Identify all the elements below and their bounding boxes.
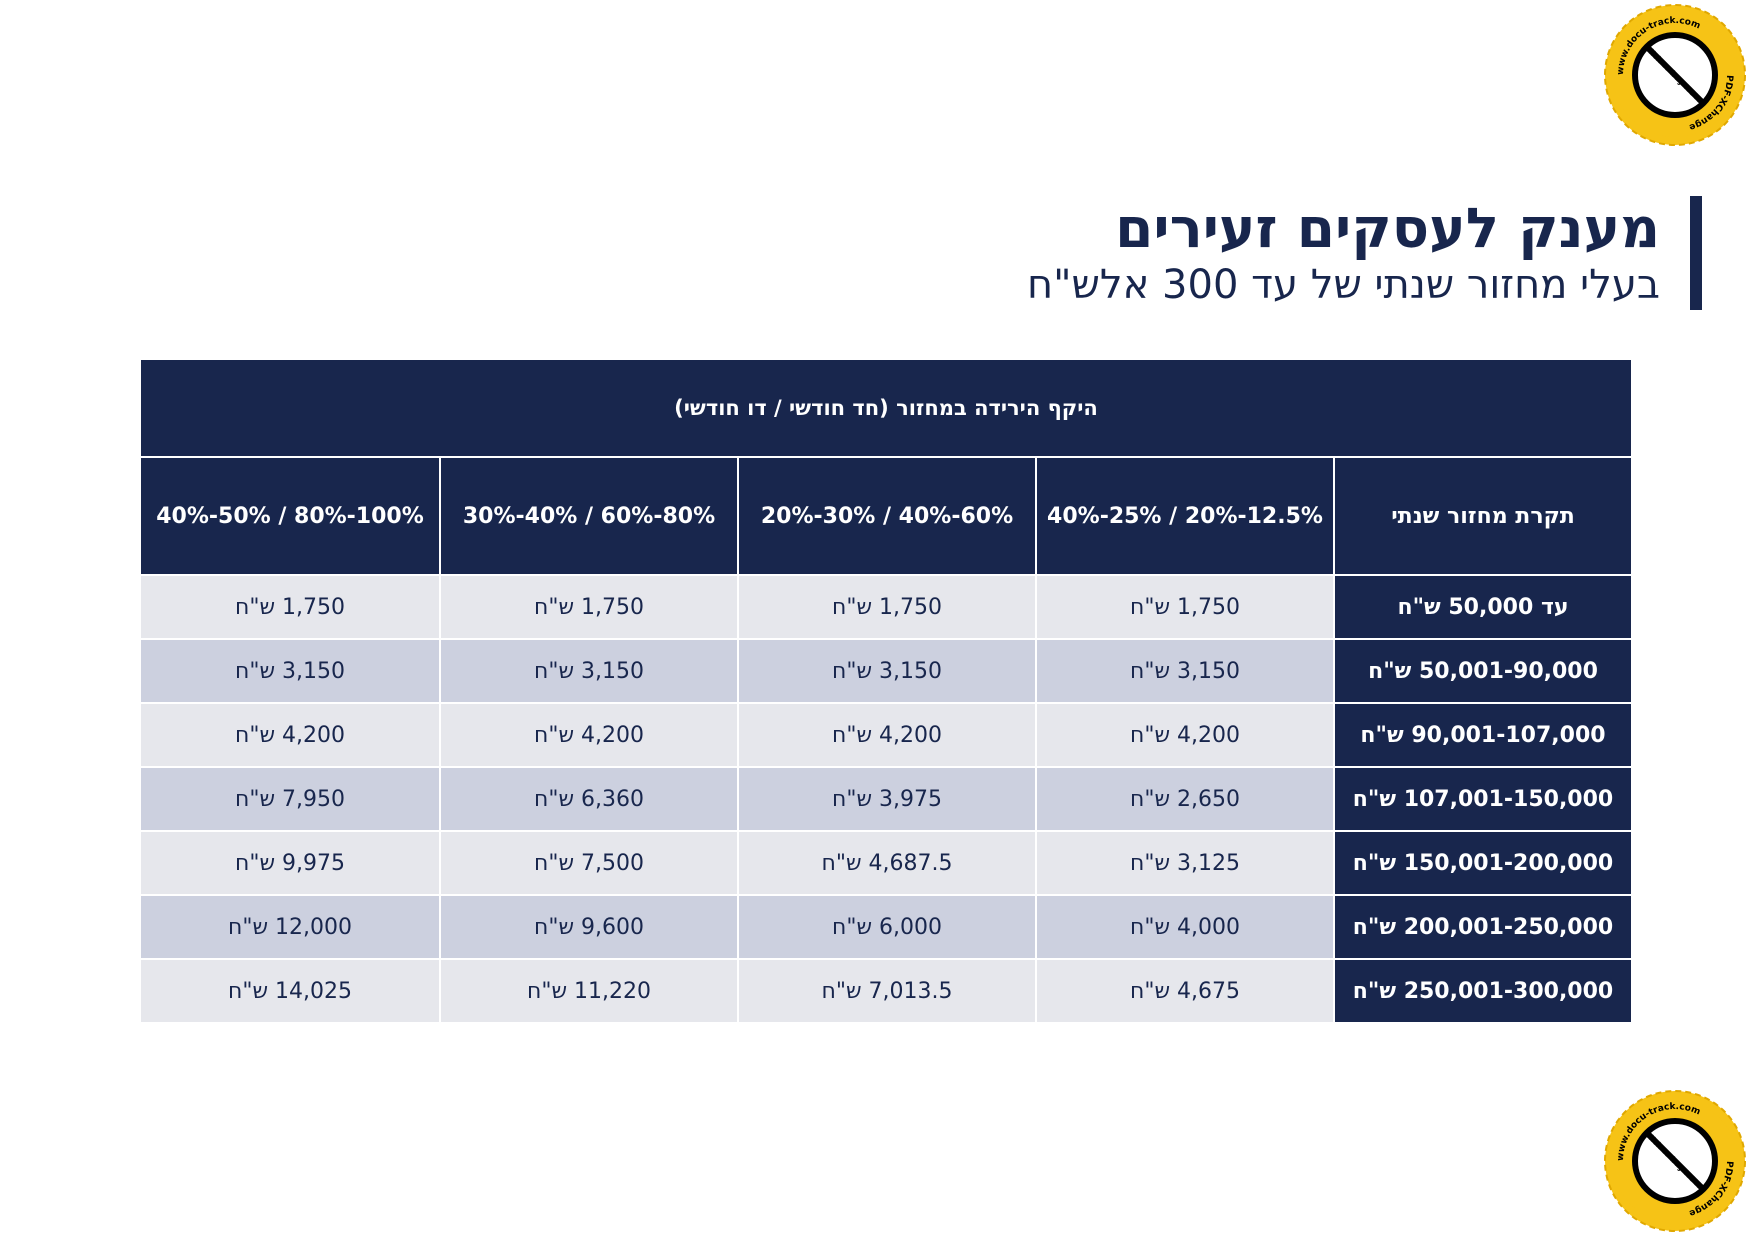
table-row: 50,001-90,000 ש"ח 3,150 ש"ח 3,150 ש"ח 3,… [139, 638, 1633, 704]
table-cell: 4,000 ש"ח [1035, 894, 1335, 960]
row-label: 150,001-200,000 ש"ח [1333, 830, 1633, 896]
table-cell: 3,150 ש"ח [139, 638, 441, 704]
column-header: 30%-40% / 60%-80% [439, 456, 739, 576]
table-cell: 9,975 ש"ח [139, 830, 441, 896]
column-header: 40%-25% / 20%-12.5% [1035, 456, 1335, 576]
table-cell: 7,013.5 ש"ח [737, 958, 1037, 1024]
table-row: עד 50,000 ש"ח 1,750 ש"ח 1,750 ש"ח 1,750 … [139, 574, 1633, 640]
table-cell: 3,150 ש"ח [439, 638, 739, 704]
column-header: 40%-50% / 80%-100% [139, 456, 441, 576]
row-label: עד 50,000 ש"ח [1333, 574, 1633, 640]
table-cell: 3,125 ש"ח [1035, 830, 1335, 896]
group-header: היקף הירידה במחזור (חד חודשי / דו חודשי) [139, 358, 1633, 458]
table-row: 200,001-250,000 ש"ח 4,000 ש"ח 6,000 ש"ח … [139, 894, 1633, 960]
table-row: 107,001-150,000 ש"ח 2,650 ש"ח 3,975 ש"ח … [139, 766, 1633, 832]
table-row: 150,001-200,000 ש"ח 3,125 ש"ח 4,687.5 ש"… [139, 830, 1633, 896]
column-header: 20%-30% / 40%-60% [737, 456, 1037, 576]
table-cell: 1,750 ש"ח [439, 574, 739, 640]
group-header-row: היקף הירידה במחזור (חד חודשי / דו חודשי) [139, 358, 1633, 458]
table-cell: 6,000 ש"ח [737, 894, 1037, 960]
table-cell: 1,750 ש"ח [1035, 574, 1335, 640]
table-cell: 1,750 ש"ח [737, 574, 1037, 640]
table-cell: 4,200 ש"ח [139, 702, 441, 768]
row-header-label: תקרת מחזור שנתי [1333, 456, 1633, 576]
table-cell: 1,750 ש"ח [139, 574, 441, 640]
table-cell: 3,150 ש"ח [737, 638, 1037, 704]
column-header-row: תקרת מחזור שנתי 40%-25% / 20%-12.5% 20%-… [139, 456, 1633, 576]
table-row: 250,001-300,000 ש"ח 4,675 ש"ח 7,013.5 ש"… [139, 958, 1633, 1024]
title-block: מענק לעסקים זעירים בעלי מחזור שנתי של עד… [1027, 196, 1702, 310]
table-cell: 4,200 ש"ח [439, 702, 739, 768]
row-label: 200,001-250,000 ש"ח [1333, 894, 1633, 960]
table-cell: 6,360 ש"ח [439, 766, 739, 832]
row-label: 107,001-150,000 ש"ח [1333, 766, 1633, 832]
row-label: 50,001-90,000 ש"ח [1333, 638, 1633, 704]
table-cell: 3,975 ש"ח [737, 766, 1037, 832]
table-cell: 12,000 ש"ח [139, 894, 441, 960]
table-cell: 3,150 ש"ח [1035, 638, 1335, 704]
page-subtitle: בעלי מחזור שנתי של עד 300 אלש"ח [1026, 262, 1660, 308]
row-label: 90,001-107,000 ש"ח [1333, 702, 1633, 768]
table-cell: 4,687.5 ש"ח [737, 830, 1037, 896]
table-cell: 4,675 ש"ח [1035, 958, 1335, 1024]
table-cell: 11,220 ש"ח [439, 958, 739, 1024]
table-cell: 2,650 ש"ח [1035, 766, 1335, 832]
grant-table: היקף הירידה במחזור (חד חודשי / דו חודשי)… [139, 358, 1633, 1024]
pdf-xchange-stamp-bottom[interactable]: www.docu-track.com PDF-XChange Click to … [1600, 1086, 1750, 1236]
pdf-xchange-stamp-top[interactable]: www.docu-track.com PDF-XChange Click to … [1600, 0, 1750, 150]
table-cell: 4,200 ש"ח [1035, 702, 1335, 768]
table-cell: 7,950 ש"ח [139, 766, 441, 832]
table-cell: 14,025 ש"ח [139, 958, 441, 1024]
table-cell: 7,500 ש"ח [439, 830, 739, 896]
page-title: מענק לעסקים זעירים [1115, 196, 1660, 260]
table-cell: 9,600 ש"ח [439, 894, 739, 960]
table-row: 90,001-107,000 ש"ח 4,200 ש"ח 4,200 ש"ח 4… [139, 702, 1633, 768]
table-cell: 4,200 ש"ח [737, 702, 1037, 768]
row-label: 250,001-300,000 ש"ח [1333, 958, 1633, 1024]
